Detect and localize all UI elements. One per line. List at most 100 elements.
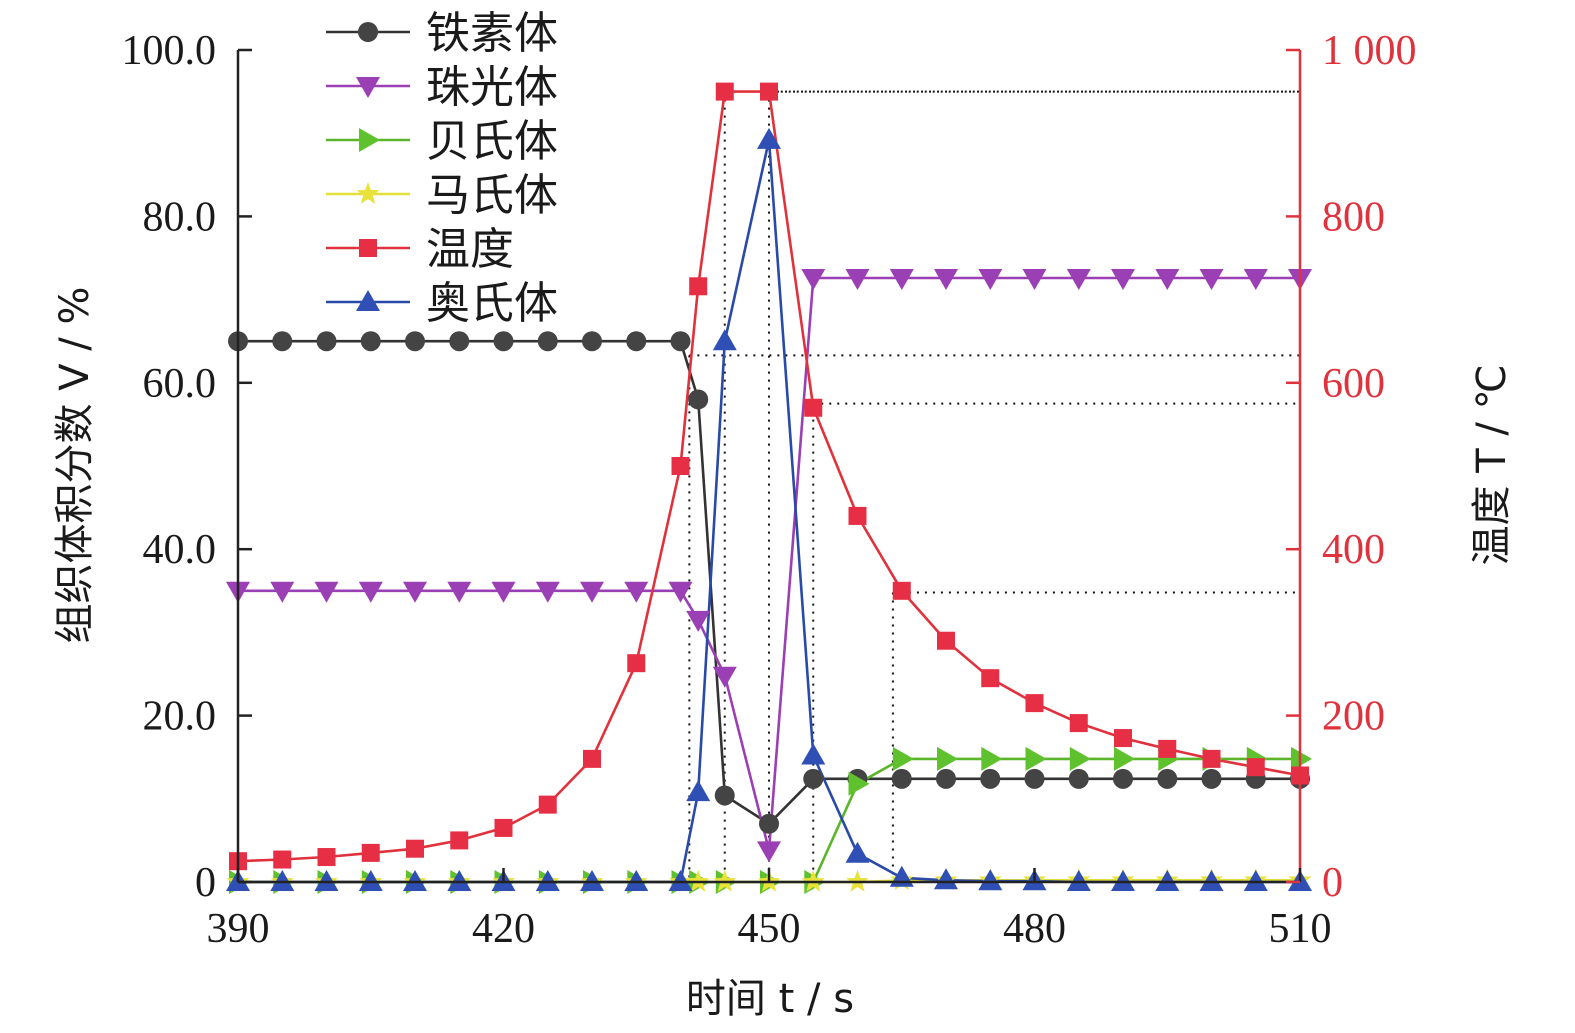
legend-marker-0 bbox=[358, 22, 378, 42]
series-markers bbox=[226, 82, 1312, 894]
series-1-point-1 bbox=[270, 581, 295, 603]
series-0-point-1 bbox=[272, 331, 293, 352]
series-1-point-4 bbox=[403, 581, 427, 603]
series-0-point-16 bbox=[891, 768, 912, 789]
x-tick-label-2: 450 bbox=[738, 906, 801, 952]
series-0-point-10 bbox=[670, 331, 691, 352]
series-1-point-16 bbox=[889, 269, 914, 290]
y-right-tick-label-0: 0 bbox=[1322, 860, 1343, 906]
series-4-point-23 bbox=[1202, 749, 1221, 768]
series-4-point-11 bbox=[689, 277, 708, 296]
series-0-point-17 bbox=[936, 768, 956, 789]
series-1-point-13 bbox=[757, 841, 781, 863]
series-4-point-14 bbox=[804, 398, 823, 417]
y-left-tick-label-2: 40.0 bbox=[143, 527, 217, 573]
series-5-point-20 bbox=[1066, 870, 1091, 891]
series-5-point-14 bbox=[801, 743, 826, 765]
series-1-point-20 bbox=[1066, 269, 1091, 290]
series-0-point-8 bbox=[582, 331, 602, 352]
y-right-tick-label-4: 800 bbox=[1322, 194, 1385, 240]
series-5-point-5 bbox=[447, 870, 472, 891]
series-2-point-21 bbox=[1114, 746, 1135, 771]
series-4-point-12 bbox=[715, 82, 734, 101]
series-4-point-20 bbox=[1069, 714, 1088, 733]
series-2-point-17 bbox=[937, 746, 958, 771]
series-4-point-18 bbox=[981, 669, 1000, 688]
series-2-point-16 bbox=[892, 746, 914, 771]
series-1-point-9 bbox=[624, 581, 649, 603]
series-1-point-2 bbox=[314, 581, 339, 603]
series-2-point-25 bbox=[1291, 746, 1312, 771]
series-1-point-5 bbox=[447, 581, 472, 603]
series-5-point-12 bbox=[712, 329, 737, 351]
series-0-point-5 bbox=[449, 331, 470, 352]
series-5-point-11 bbox=[686, 780, 711, 802]
series-1-point-23 bbox=[1199, 269, 1224, 290]
legend-label-2: 贝氏体 bbox=[426, 116, 558, 167]
series-2-point-19 bbox=[1025, 746, 1047, 771]
x-axis-title: 时间 t / s bbox=[686, 976, 854, 1022]
series-5-point-18 bbox=[978, 869, 1003, 891]
series-1-point-11 bbox=[686, 610, 711, 632]
legend-label-0: 铁素体 bbox=[426, 8, 558, 59]
series-4-point-9 bbox=[627, 654, 646, 673]
series-1-point-6 bbox=[491, 581, 516, 603]
x-tick-label-1: 420 bbox=[472, 906, 535, 952]
series-4-point-22 bbox=[1158, 739, 1177, 758]
series-4-point-19 bbox=[1025, 694, 1044, 713]
series-0-point-14 bbox=[803, 768, 824, 789]
series-0-point-2 bbox=[316, 331, 337, 352]
series-4-point-24 bbox=[1246, 758, 1265, 777]
x-tick-label-0: 390 bbox=[207, 906, 270, 952]
y-left-tick-label-3: 60.0 bbox=[143, 361, 217, 407]
series-0-point-9 bbox=[626, 331, 647, 352]
series-5-point-8 bbox=[580, 870, 604, 891]
reference-lines bbox=[688, 90, 1300, 882]
legend-marker-5 bbox=[356, 290, 380, 311]
series-5-point-2 bbox=[314, 870, 339, 891]
series-1-point-10 bbox=[668, 581, 693, 603]
y-right-tick-label-1: 200 bbox=[1322, 694, 1385, 740]
series-5-point-21 bbox=[1111, 870, 1135, 891]
y-right-axis-title: 温度 T / ℃ bbox=[1469, 365, 1515, 566]
series-5-point-23 bbox=[1199, 870, 1224, 891]
series-4-point-4 bbox=[406, 839, 424, 858]
legend-label-5: 奥氏体 bbox=[426, 278, 558, 329]
legend-label-4: 温度 bbox=[426, 224, 514, 275]
series-0-point-23 bbox=[1201, 768, 1222, 789]
series-4-point-1 bbox=[273, 850, 292, 869]
y-left-tick-label-4: 80.0 bbox=[143, 194, 217, 240]
legend-label-3: 马氏体 bbox=[426, 170, 558, 221]
series-1-point-24 bbox=[1243, 269, 1268, 290]
series-0-point-21 bbox=[1113, 768, 1133, 789]
series-0-point-6 bbox=[493, 331, 514, 352]
ticks: 390 420 450 480 510020.040.060.080.0100.0020… bbox=[122, 28, 1417, 952]
series-5-point-22 bbox=[1155, 870, 1180, 891]
series-4-point-13 bbox=[760, 82, 778, 101]
series-4-point-10 bbox=[671, 457, 690, 475]
series-4-point-2 bbox=[317, 848, 336, 867]
series-0-point-20 bbox=[1068, 768, 1089, 789]
series-1-point-3 bbox=[358, 581, 383, 603]
series-5-point-4 bbox=[403, 870, 427, 891]
series-1-point-18 bbox=[978, 269, 1003, 290]
series-4-point-5 bbox=[450, 831, 469, 850]
series-5-point-9 bbox=[624, 870, 649, 891]
series-1-point-19 bbox=[1022, 269, 1047, 290]
y-left-tick-label-0: 0 bbox=[195, 860, 216, 906]
series-0-point-12 bbox=[714, 785, 735, 806]
series-0-point-7 bbox=[537, 331, 558, 352]
x-tick-label-3: 480 bbox=[1003, 906, 1066, 952]
legend-label-1: 珠光体 bbox=[426, 62, 558, 113]
legend-marker-1 bbox=[356, 77, 380, 98]
series-5-point-10 bbox=[668, 870, 693, 891]
x-tick-label-4: 510 bbox=[1269, 906, 1332, 952]
series-4-point-6 bbox=[494, 818, 513, 837]
series-4-point-21 bbox=[1114, 729, 1132, 748]
series-5-point-16 bbox=[889, 865, 914, 887]
y-left-axis-title: 组织体积分数 V / % bbox=[52, 287, 98, 644]
series-1-point-14 bbox=[801, 269, 826, 290]
series-1-point-21 bbox=[1111, 269, 1135, 290]
